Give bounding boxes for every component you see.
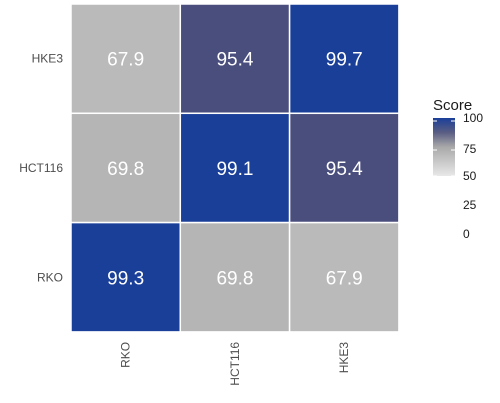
x-tick-label: HCT116 (228, 342, 242, 386)
heatmap-cell (179, 3, 291, 115)
legend-tick-label: 75 (463, 142, 477, 156)
legend-tick-label: 25 (463, 198, 477, 212)
heatmap-cell (70, 3, 182, 115)
y-tick-label: HKE3 (32, 52, 64, 66)
y-tick-label: HCT116 (19, 161, 63, 175)
cell-value-label: 95.4 (326, 159, 363, 180)
x-axis-tick-labels: RKO HCT116 HKE3 (119, 342, 352, 386)
heatmap-cell-labels: 67.9 95.4 99.7 69.8 99.1 95.4 99.3 69.8 67.9 (107, 50, 363, 290)
heatmap-cell (288, 112, 400, 224)
cell-value-label: 99.3 (107, 268, 144, 289)
heatmap-cells (70, 3, 400, 333)
x-tick-label: HKE3 (337, 342, 351, 374)
heatmap-cell (288, 3, 400, 115)
legend-colorbar (433, 118, 455, 176)
cell-value-label: 99.7 (326, 50, 363, 71)
heatmap-cell (70, 112, 182, 224)
y-axis-tick-labels: HKE3 HCT116 RKO (19, 52, 63, 285)
heatmap-cell (179, 221, 291, 333)
legend-tick-label: 0 (463, 227, 470, 241)
cell-value-label: 67.9 (326, 268, 363, 289)
heatmap-cell (288, 221, 400, 333)
legend-tick-label: 100 (463, 111, 483, 125)
y-tick-label: RKO (37, 270, 63, 284)
heatmap-cell (70, 221, 182, 333)
legend-tick-labels: 100 75 50 25 0 (463, 111, 483, 241)
x-tick-label: RKO (119, 342, 133, 368)
cell-value-label: 99.1 (216, 159, 253, 180)
legend: Score 100 75 50 25 0 (433, 97, 483, 241)
cell-value-label: 95.4 (216, 50, 253, 71)
legend-title: Score (433, 97, 472, 114)
cell-value-label: 67.9 (107, 50, 144, 71)
legend-tick-label: 50 (463, 169, 477, 183)
cell-value-label: 69.8 (107, 159, 144, 180)
heatmap-cell (179, 112, 291, 224)
cell-value-label: 69.8 (216, 268, 253, 289)
